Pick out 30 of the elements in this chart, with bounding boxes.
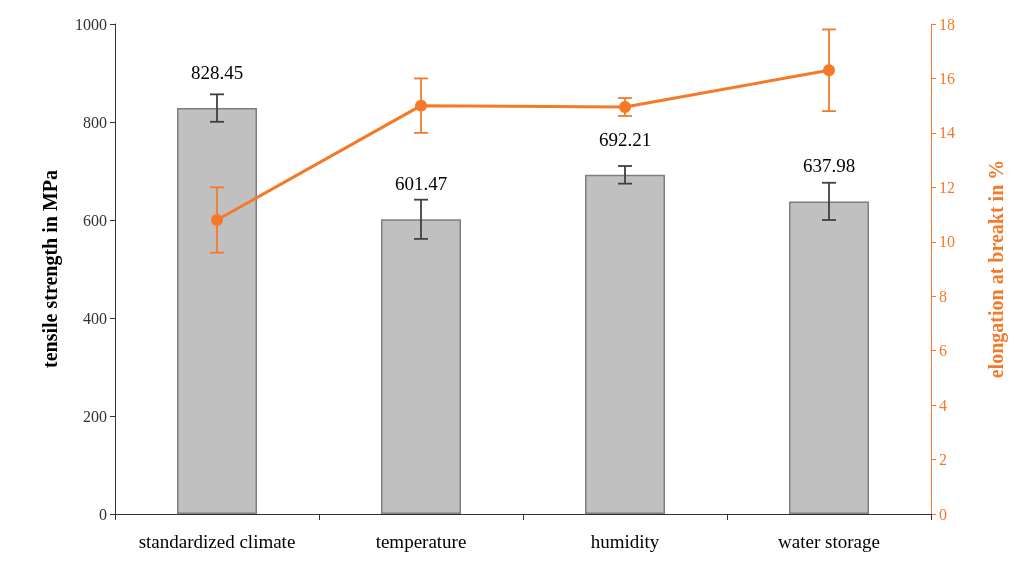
data-label: 692.21 bbox=[598, 128, 652, 150]
bar bbox=[789, 201, 869, 514]
y-tick-label: 400 bbox=[83, 309, 107, 327]
y-axis-title: tensile strength in MPa bbox=[39, 170, 62, 368]
y-tick-label: 600 bbox=[83, 211, 107, 229]
x-tick-label: standardized climate bbox=[138, 531, 296, 552]
data-label: 637.98 bbox=[802, 155, 856, 177]
data-label: 601.47 bbox=[394, 173, 448, 195]
y-tick-label: 1000 bbox=[75, 15, 107, 33]
x-tick-label: temperature bbox=[375, 531, 467, 552]
bar bbox=[177, 108, 257, 514]
x-tick-label: humidity bbox=[590, 531, 660, 552]
y2-tick-label: 2 bbox=[939, 451, 947, 469]
y2-axis-title: elongation at breakt in % bbox=[985, 159, 1008, 379]
y2-tick-label: 8 bbox=[939, 287, 947, 305]
bar bbox=[585, 174, 665, 514]
y-tick-label: 0 bbox=[99, 505, 107, 523]
y2-tick-label: 4 bbox=[939, 396, 947, 414]
y2-tick-label: 12 bbox=[939, 178, 955, 196]
y2-tick-label: 16 bbox=[939, 69, 955, 87]
y2-tick-label: 10 bbox=[939, 233, 955, 251]
y2-tick-label: 0 bbox=[939, 505, 947, 523]
x-tick-label: water storage bbox=[778, 531, 880, 552]
y2-tick-label: 18 bbox=[939, 15, 955, 33]
y-tick-label: 200 bbox=[83, 407, 107, 425]
y2-tick-label: 6 bbox=[939, 342, 947, 360]
data-label: 828.45 bbox=[190, 62, 244, 84]
y2-tick-label: 14 bbox=[939, 124, 955, 142]
y-tick-label: 800 bbox=[83, 113, 107, 131]
bar bbox=[381, 219, 461, 514]
